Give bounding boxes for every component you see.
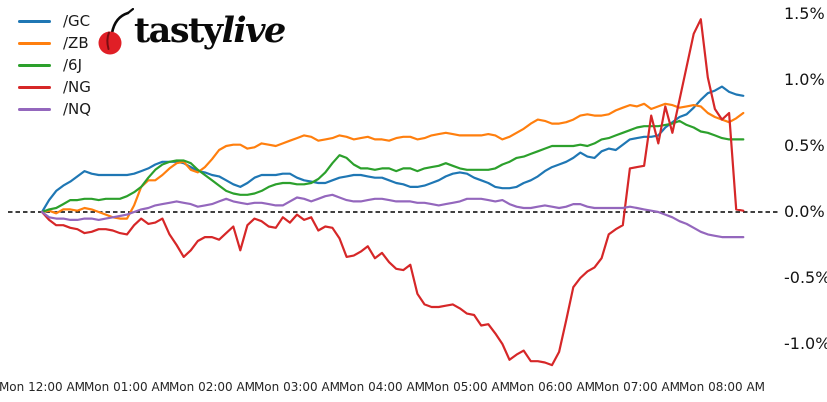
legend: /GC/ZB/6J/NG/NQ [18,10,91,120]
y-tick-label: 1.5% [784,4,825,23]
legend-item-gc: /GC [18,10,91,32]
series-line-nq [40,193,745,239]
legend-swatch [18,85,51,89]
legend-label: /NQ [63,100,92,118]
x-tick-label: Mon 07:00 AM [593,380,681,394]
y-tick-label: 0.0% [784,202,825,221]
x-tick-label: Mon 01:00 AM [83,380,171,394]
legend-label: /ZB [63,34,89,52]
y-tick-label: -1.0% [784,334,827,353]
legend-item-zb: /ZB [18,32,91,54]
tastylive-logo: tastylive [96,8,287,56]
x-tick-label: Mon 06:00 AM [508,380,596,394]
x-tick-label: Mon 12:00 AM [0,380,86,394]
legend-swatch [18,41,51,45]
legend-item-ng: /NG [18,76,91,98]
x-tick-label: Mon 04:00 AM [338,380,426,394]
series-line-6j [40,119,745,214]
legend-item-nq: /NQ [18,98,91,120]
cherry-icon [98,8,134,55]
series-line-ng [40,18,745,367]
brand-text-italic: live [221,10,287,51]
x-tick-label: Mon 03:00 AM [253,380,341,394]
x-tick-label: Mon 08:00 AM [678,380,766,394]
y-tick-label: 0.5% [784,136,825,155]
legend-label: /6J [63,56,83,74]
series-line-gc [40,85,745,214]
legend-swatch [18,19,51,23]
legend-item-6j: /6J [18,54,91,76]
x-tick-label: Mon 02:00 AM [168,380,256,394]
series-line-zb [40,102,745,220]
y-tick-label: -0.5% [784,268,827,287]
y-tick-label: 1.0% [784,70,825,89]
legend-swatch [18,63,51,67]
legend-label: /GC [63,12,91,30]
legend-swatch [18,107,51,111]
brand-text: tastylive [134,8,287,54]
x-tick-label: Mon 05:00 AM [423,380,511,394]
brand-text-regular: tasty [134,10,223,51]
legend-label: /NG [63,78,91,96]
